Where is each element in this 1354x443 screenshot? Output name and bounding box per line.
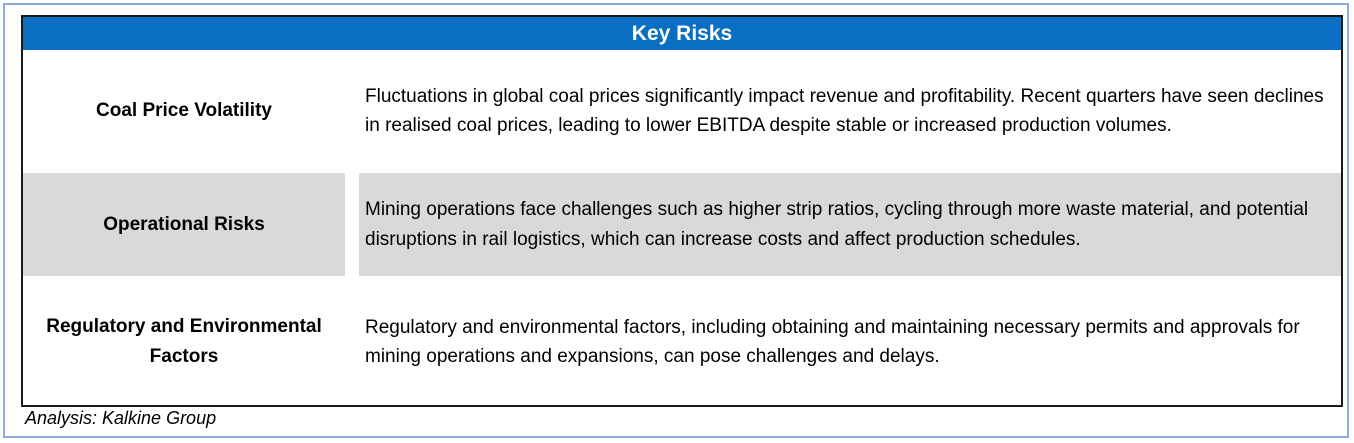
risk-description-text: Fluctuations in global coal prices signi…: [365, 85, 1324, 137]
table-row: Operational Risks Mining operations face…: [23, 173, 1341, 276]
risk-label: Coal Price Volatility: [96, 100, 272, 121]
risk-label: Regulatory and Environmental Factors: [46, 316, 322, 367]
risk-description: Regulatory and environmental factors, in…: [359, 277, 1341, 407]
risk-description-text: Regulatory and environmental factors, in…: [365, 316, 1300, 368]
source-note: Analysis: Kalkine Group: [25, 408, 217, 428]
table-title: Key Risks: [23, 17, 1341, 50]
risk-label: Operational Risks: [23, 173, 345, 276]
table-row: Coal Price Volatility Fluctuations in gl…: [23, 50, 1341, 172]
table-row: Regulatory and Environmental Factors Reg…: [23, 277, 1341, 407]
risk-description: Fluctuations in global coal prices signi…: [359, 50, 1341, 172]
figure-frame: Key Risks Coal Price Volatility Fluctuat…: [3, 3, 1349, 438]
key-risks-table: Key Risks Coal Price Volatility Fluctuat…: [21, 15, 1343, 407]
risk-description: Mining operations face challenges such a…: [359, 173, 1341, 276]
risk-description-text: Mining operations face challenges such a…: [365, 199, 1309, 250]
